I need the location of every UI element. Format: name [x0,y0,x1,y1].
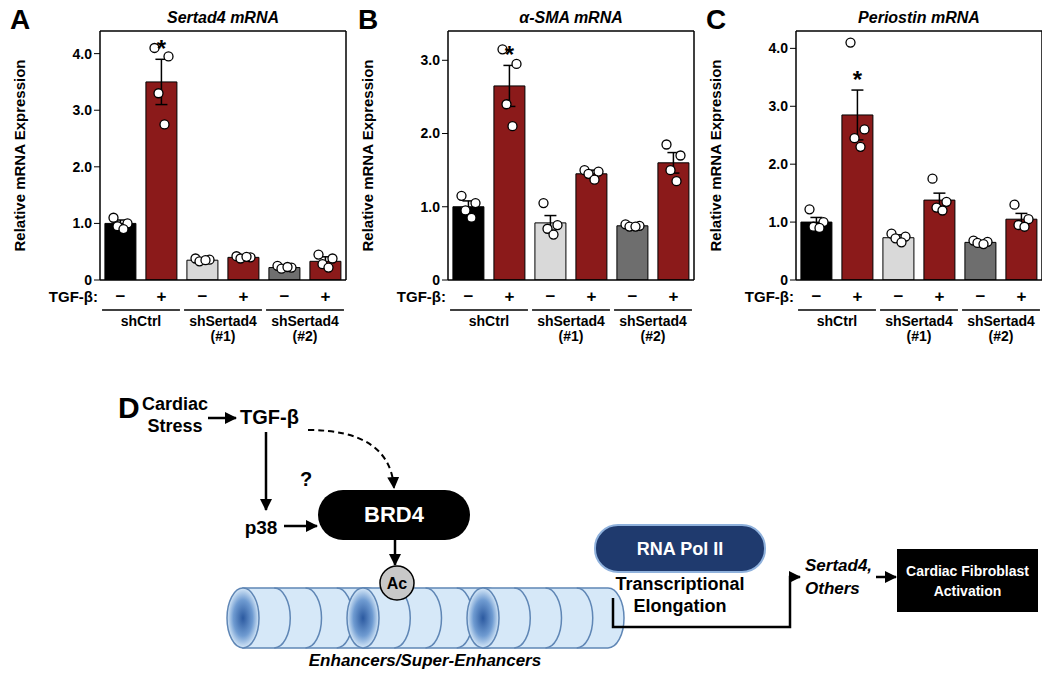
svg-text:(#1): (#1) [559,328,584,344]
svg-text:Activation: Activation [934,583,1002,599]
svg-text:shSertad4: shSertad4 [271,313,339,329]
html-text:α-SMA mRNA: α-SMA mRNA [519,9,623,26]
svg-text:shSertad4: shSertad4 [967,313,1035,329]
svg-text:2.0: 2.0 [421,125,441,141]
svg-text:Ac: Ac [387,575,408,592]
svg-text:−: − [894,287,904,306]
svg-text:−: − [116,287,126,306]
svg-text:*: * [505,41,515,68]
svg-text:Relative mRNA Expression: Relative mRNA Expression [359,59,376,251]
svg-text:4.0: 4.0 [73,46,93,62]
svg-text:Elongation: Elongation [634,596,727,616]
svg-text:shCtrl: shCtrl [121,313,161,329]
svg-text:(#1): (#1) [907,328,932,344]
svg-text:shCtrl: shCtrl [817,313,857,329]
svg-text:(#1): (#1) [211,328,236,344]
svg-text:+: + [321,287,331,306]
svg-text:shCtrl: shCtrl [469,313,509,329]
svg-text:3.0: 3.0 [73,102,93,118]
svg-text:+: + [669,287,679,306]
svg-text:0: 0 [780,272,788,288]
html-text:Periostin mRNA: Periostin mRNA [858,9,980,26]
svg-text:*: * [853,66,863,93]
svg-text:Others: Others [805,579,860,598]
svg-text:+: + [157,287,167,306]
svg-text:4.0: 4.0 [769,40,789,56]
svg-text:D: D [118,391,140,424]
svg-text:3.0: 3.0 [421,52,441,68]
svg-text:Relative mRNA Expression: Relative mRNA Expression [11,59,28,251]
svg-text:3.0: 3.0 [769,98,789,114]
svg-text:Cardiac: Cardiac [142,394,208,414]
svg-text:+: + [935,287,945,306]
svg-text:+: + [505,287,515,306]
html-text:A: A [10,4,31,35]
svg-text:1.0: 1.0 [73,215,93,231]
svg-text:−: − [976,287,986,306]
svg-text:+: + [1017,287,1027,306]
svg-text:Transcriptional: Transcriptional [615,574,744,594]
svg-text:2.0: 2.0 [73,159,93,175]
svg-text:TGF-β: TGF-β [240,406,299,428]
svg-text:TGF-β:: TGF-β: [745,288,794,305]
svg-text:1.0: 1.0 [421,199,441,215]
svg-text:?: ? [300,468,312,490]
svg-text:−: − [280,287,290,306]
svg-text:0: 0 [432,272,440,288]
svg-text:−: − [464,287,474,306]
svg-text:p38: p38 [245,517,278,538]
svg-text:TGF-β:: TGF-β: [49,288,98,305]
svg-text:(#2): (#2) [989,328,1014,344]
svg-text:−: − [628,287,638,306]
svg-text:+: + [239,287,249,306]
svg-text:RNA Pol II: RNA Pol II [637,539,723,559]
svg-text:shSertad4: shSertad4 [885,313,953,329]
svg-text:shSertad4: shSertad4 [537,313,605,329]
svg-text:shSertad4: shSertad4 [619,313,687,329]
svg-text:−: − [198,287,208,306]
svg-text:*: * [157,35,167,62]
svg-text:Relative mRNA Expression: Relative mRNA Expression [707,59,724,251]
svg-text:(#2): (#2) [641,328,666,344]
svg-text:−: − [546,287,556,306]
svg-text:+: + [587,287,597,306]
svg-text:shSertad4: shSertad4 [189,313,257,329]
svg-text:−: − [812,287,822,306]
html-text:B: B [358,4,379,35]
html-text:C: C [706,4,727,35]
svg-text:Stress: Stress [147,416,202,436]
svg-text:BRD4: BRD4 [364,502,425,527]
svg-text:Cardiac Fibroblast: Cardiac Fibroblast [906,563,1029,579]
svg-text:+: + [853,287,863,306]
html-text:Sertad4 mRNA: Sertad4 mRNA [167,9,279,26]
svg-text:1.0: 1.0 [769,214,789,230]
svg-text:Enhancers/Super-Enhancers: Enhancers/Super-Enhancers [309,651,541,670]
svg-text:TGF-β:: TGF-β: [397,288,446,305]
svg-text:(#2): (#2) [293,328,318,344]
svg-text:Sertad4,: Sertad4, [805,556,872,575]
svg-text:0: 0 [84,272,92,288]
svg-text:2.0: 2.0 [769,156,789,172]
